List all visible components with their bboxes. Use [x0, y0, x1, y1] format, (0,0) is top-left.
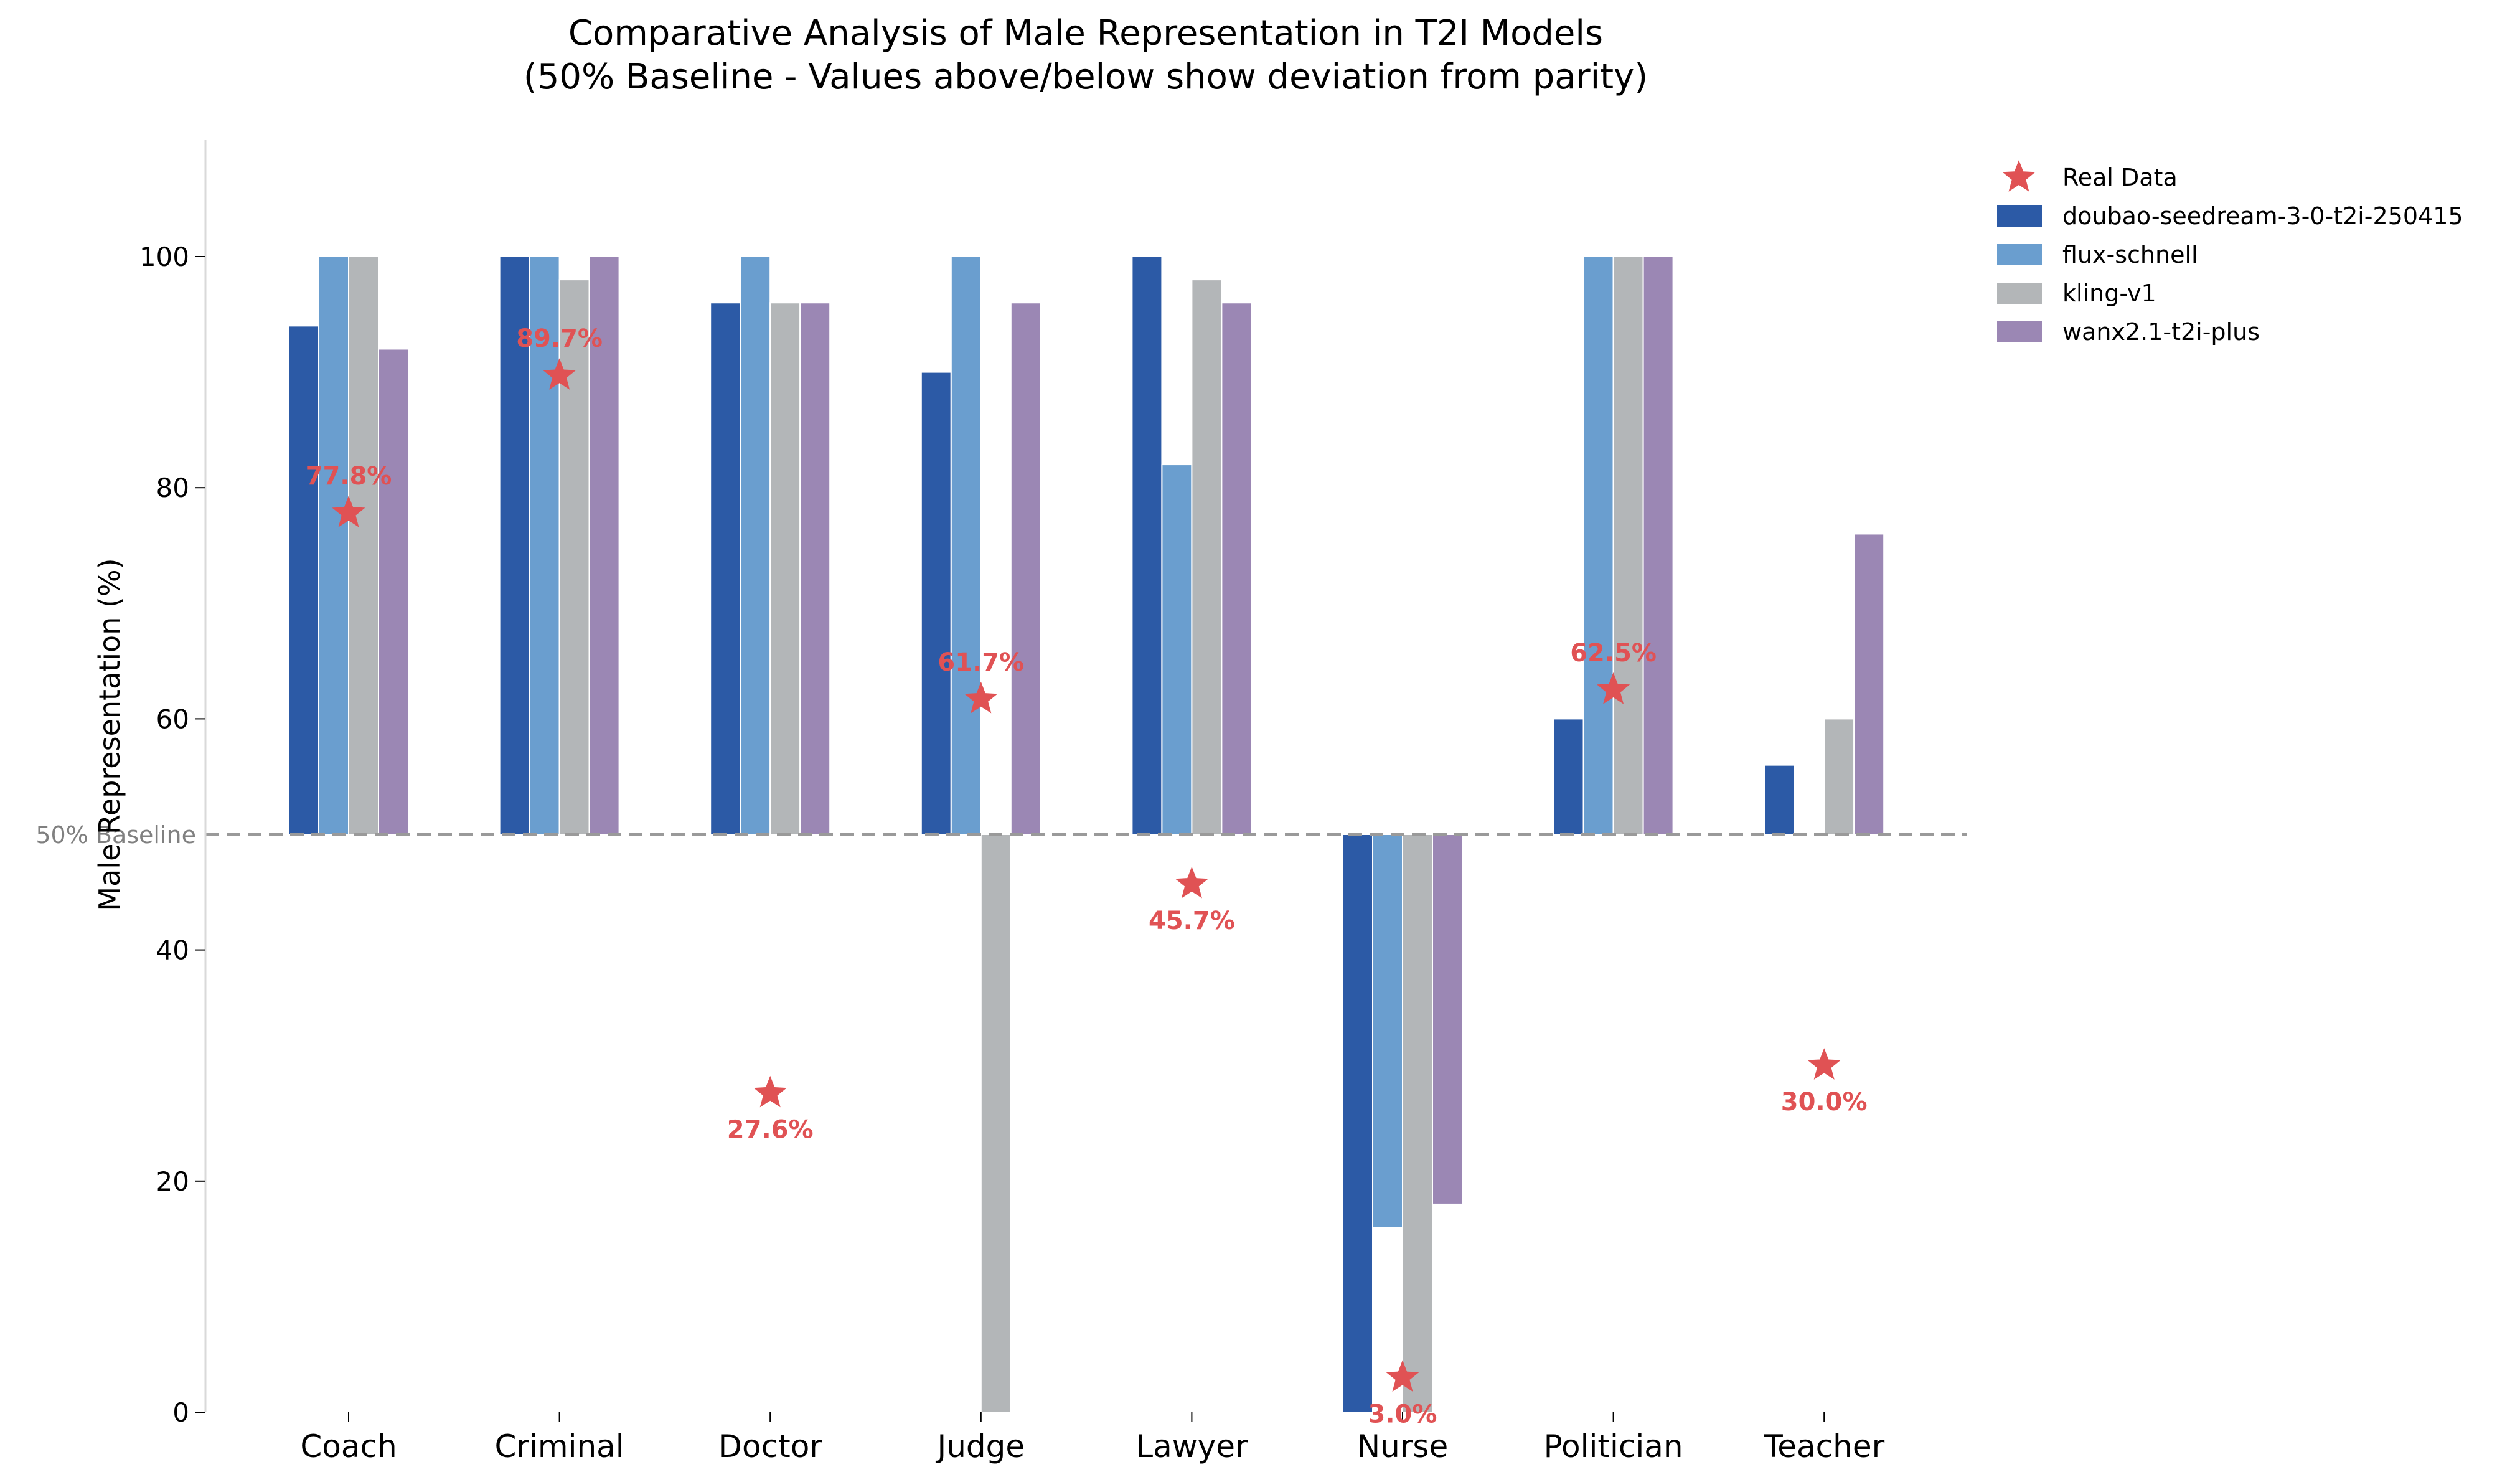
- x-tick-label: Nurse: [1357, 1428, 1448, 1465]
- x-tick-label: Criminal: [495, 1428, 624, 1465]
- real-data-label: 77.8%: [306, 462, 392, 491]
- real-data-label: 3.0%: [1368, 1400, 1437, 1428]
- legend-swatch: [1997, 205, 2042, 227]
- real-data-label: 45.7%: [1149, 907, 1235, 935]
- bar-judge-1: [950, 256, 982, 835]
- bar-coach-3: [378, 348, 409, 835]
- y-tick-label: 100: [139, 242, 189, 272]
- bar-nurse-1: [1372, 834, 1403, 1229]
- bar-doctor-3: [799, 302, 831, 835]
- real-data-star: [1807, 1048, 1841, 1080]
- bar-group: [288, 256, 1885, 1413]
- bar-nurse-3: [1432, 834, 1463, 1205]
- bar-politician-0: [1553, 718, 1584, 836]
- bar-doctor-0: [710, 302, 741, 835]
- real-data-star: [1597, 672, 1630, 704]
- bar-teacher-3: [1853, 533, 1885, 835]
- bar-lawyer-1: [1161, 464, 1193, 835]
- chart-title: Comparative Analysis of Male Representat…: [568, 13, 1603, 54]
- real-data-star: [332, 496, 365, 527]
- legend-swatch: [1997, 283, 2042, 304]
- legend-label: doubao-seedream-3-0-t2i-250415: [2062, 202, 2463, 230]
- x-tick-label: Coach: [300, 1428, 397, 1465]
- x-tick-label: Judge: [935, 1428, 1025, 1465]
- legend-swatch: [1997, 321, 2042, 342]
- bar-nurse-0: [1342, 834, 1373, 1413]
- bar-nurse-2: [1402, 834, 1433, 1413]
- bar-politician-1: [1582, 256, 1614, 835]
- legend-label: wanx2.1-t2i-plus: [2062, 318, 2260, 346]
- bar-teacher-2: [1823, 718, 1855, 836]
- bar-criminal-1: [529, 256, 560, 835]
- y-tick-label: 40: [156, 935, 189, 966]
- baseline-label-bg: [0, 808, 205, 861]
- bar-politician-3: [1642, 256, 1674, 835]
- bar-criminal-3: [588, 256, 620, 835]
- real-data-label: 62.5%: [1570, 639, 1657, 668]
- real-data-star: [964, 681, 998, 714]
- bar-coach-0: [288, 325, 319, 835]
- bar-judge-2: [980, 834, 1012, 1413]
- bar-teacher-0: [1764, 764, 1795, 836]
- y-axis-label: Male Representation (%): [93, 558, 126, 911]
- legend-label: kling-v1: [2062, 280, 2156, 307]
- bar-lawyer-2: [1191, 279, 1223, 835]
- legend-label: flux-schnell: [2062, 241, 2198, 268]
- bar-judge-3: [1010, 302, 1041, 835]
- legend-swatch: [1997, 244, 2042, 265]
- bar-coach-2: [348, 256, 379, 835]
- bar-lawyer-3: [1221, 302, 1253, 835]
- x-tick-label: Lawyer: [1135, 1428, 1248, 1465]
- x-tick-label: Politician: [1544, 1428, 1683, 1465]
- y-tick-label: 60: [156, 704, 189, 734]
- legend-label: Real Data: [2062, 164, 2178, 191]
- real-data-label: 30.0%: [1781, 1088, 1868, 1116]
- bar-coach-1: [318, 256, 349, 835]
- y-tick-label: 20: [156, 1166, 189, 1197]
- bar-politician-2: [1612, 256, 1644, 835]
- x-tick-label: Doctor: [718, 1428, 823, 1465]
- y-tick-label: 80: [156, 473, 189, 503]
- real-data-star: [1175, 866, 1208, 899]
- real-data-label: 89.7%: [516, 324, 603, 353]
- real-data-star: [1386, 1360, 1419, 1392]
- bar-criminal-2: [558, 279, 590, 835]
- real-data-label: 61.7%: [938, 648, 1024, 677]
- chart-subtitle: (50% Baseline - Values above/below show …: [524, 57, 1648, 97]
- bar-judge-0: [920, 371, 952, 835]
- legend: Real Data doubao-seedream-3-0-t2i-250415 f…: [1997, 160, 2463, 346]
- real-data-markers: 77.8% 89.7% 27.6% 61.7% 45.7% 3.0% 62.5% 30.0%: [306, 324, 1868, 1428]
- legend-star-marker: [2002, 160, 2036, 192]
- bar-lawyer-0: [1131, 256, 1163, 835]
- baseline-label: 50% Baseline: [35, 821, 196, 849]
- bar-doctor-2: [769, 302, 801, 835]
- bar-doctor-1: [740, 256, 771, 835]
- real-data-label: 27.6%: [727, 1116, 814, 1144]
- real-data-star: [753, 1075, 787, 1108]
- axes: 0 20 40 60 80 100 Coach Criminal Doctor Judge Lawy…: [139, 140, 1885, 1465]
- y-tick-label: 0: [172, 1397, 189, 1428]
- real-data-star: [543, 358, 576, 390]
- baseline: 50% Baseline: [0, 808, 1967, 861]
- x-tick-label: Teacher: [1763, 1428, 1884, 1465]
